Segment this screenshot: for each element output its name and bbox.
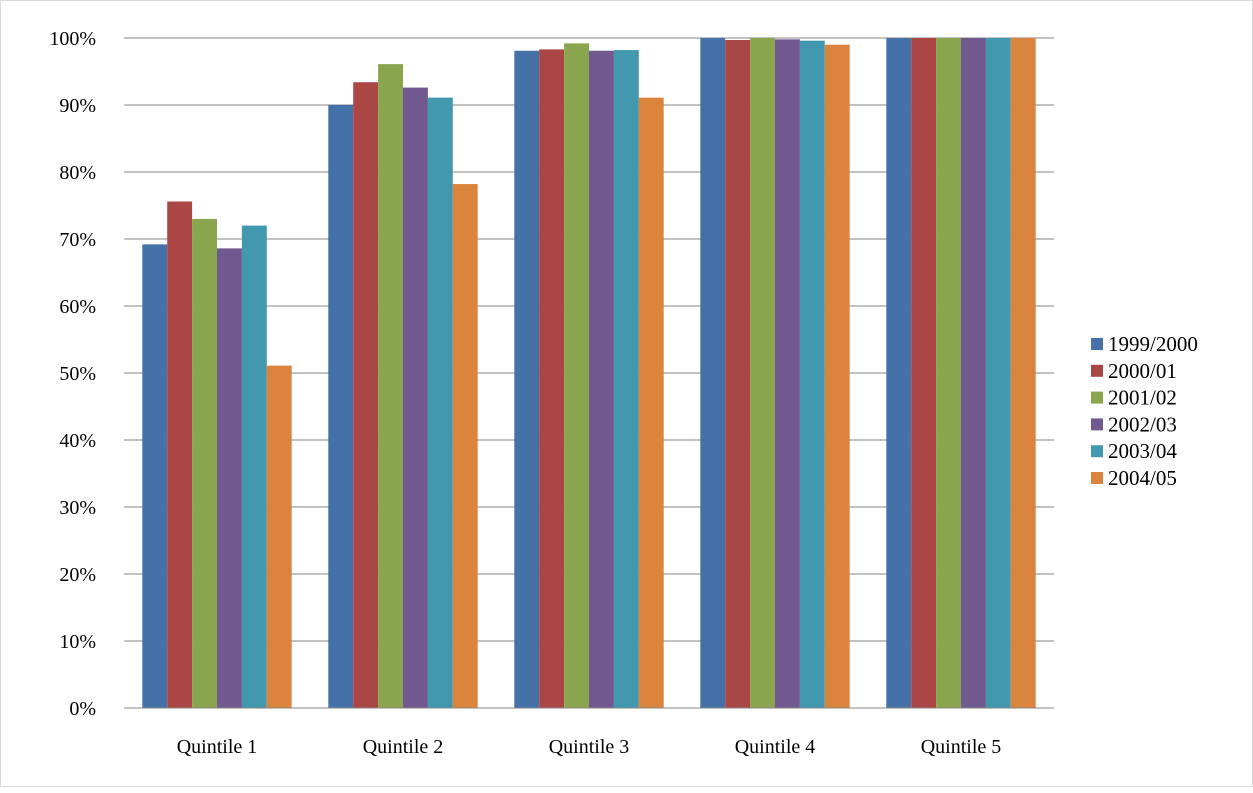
bar-2002-03-q4 [775,39,800,708]
y-tick-label: 80% [59,162,96,184]
legend-swatch [1091,364,1103,377]
bar-1999-2000-q4 [700,38,726,708]
y-tick-label: 50% [59,363,96,385]
legend-label: 2000/01 [1108,359,1177,383]
bar-2001-02-q4 [750,38,775,708]
y-tick-label: 0% [69,698,96,720]
legend-swatch [1091,391,1103,404]
legend-swatch [1091,445,1103,458]
y-tick-label: 10% [59,631,96,653]
bars [142,38,1036,709]
y-tick-label: 90% [59,95,96,117]
bar-2004-05-q3 [638,97,664,708]
bar-2001-02-q3 [564,43,589,709]
bar-2002-03-q2 [403,87,428,708]
y-tick-label: 100% [49,28,96,50]
bar-1999-2000-q1 [142,244,168,709]
bar-2000-01-q5 [911,38,937,708]
bar-1999-2000-q2 [328,105,354,708]
bar-2003-04-q3 [613,50,639,709]
bar-2003-04-q2 [427,97,453,708]
bar-2003-04-q5 [985,38,1011,708]
legend-label: 2004/05 [1108,466,1177,490]
legend-swatch [1091,472,1103,484]
bar-2002-03-q3 [589,50,614,709]
bar-2004-05-q5 [1010,38,1036,708]
bar-2004-05-q1 [266,365,292,708]
x-category-label: Quintile 4 [735,736,816,758]
bar-2003-04-q1 [241,225,267,708]
legend-swatch [1091,338,1103,350]
bar-2000-01-q1 [167,201,193,709]
y-tick-label: 30% [59,497,96,519]
y-tick-label: 20% [59,564,96,586]
bar-2003-04-q4 [799,40,825,709]
bar-1999-2000-q5 [886,38,912,708]
bar-2000-01-q4 [725,40,751,708]
x-category-label: Quintile 2 [363,736,444,758]
bar-2002-03-q5 [961,38,986,708]
x-category-label: Quintile 3 [549,736,630,758]
legend-label: 2002/03 [1108,412,1177,436]
legend-label: 2001/02 [1108,386,1177,410]
y-tick-label: 60% [59,296,96,318]
legend-swatch [1091,418,1103,431]
legend-label: 1999/2000 [1108,332,1198,356]
bar-2000-01-q2 [353,82,379,709]
x-category-label: Quintile 5 [921,736,1002,758]
x-category-label: Quintile 1 [177,736,258,758]
y-axis-ticks: 0% 10% 20% 30% 40% 50% 60% 70% 80% 90% 100% [49,28,96,720]
bar-2001-02-q2 [378,64,403,708]
y-tick-label: 70% [59,229,96,251]
bar-2000-01-q3 [539,49,565,708]
bar-2001-02-q1 [192,218,217,708]
bar-2004-05-q2 [452,184,478,708]
bar-2001-02-q5 [936,38,961,708]
y-tick-label: 40% [59,430,96,452]
bar-2002-03-q1 [217,248,242,708]
x-axis-categories: Quintile 1 Quintile 2 Quintile 3 Quintile 4… [177,736,1002,758]
bar-1999-2000-q3 [514,50,540,709]
legend-label: 2003/04 [1108,439,1177,463]
bar-2004-05-q4 [824,44,850,708]
